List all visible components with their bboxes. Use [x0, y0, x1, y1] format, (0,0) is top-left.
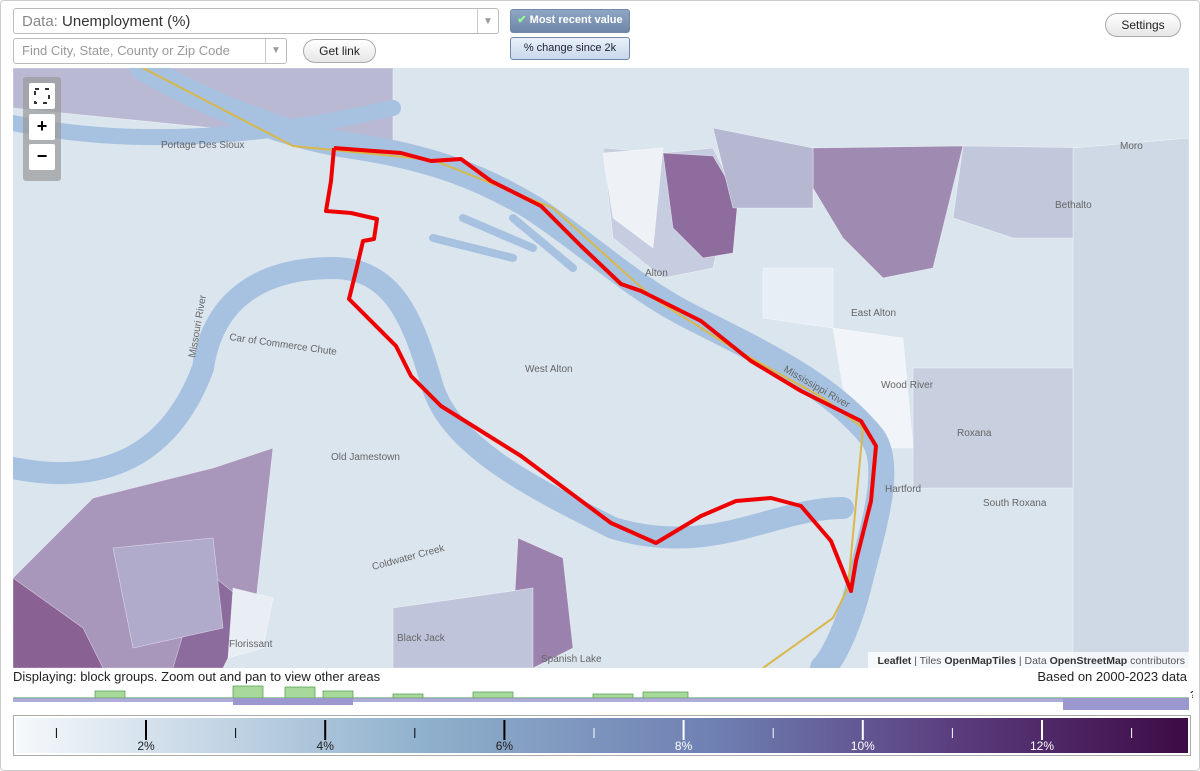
- mode-active-label: Most recent value: [529, 14, 623, 26]
- attr-text: Tiles: [920, 655, 942, 667]
- data-value: Unemployment (%): [62, 13, 191, 30]
- zoom-out-label: −: [37, 146, 48, 166]
- place-label: Wood River: [881, 380, 934, 391]
- settings-button[interactable]: Settings: [1105, 13, 1181, 37]
- attr-link[interactable]: Leaflet: [877, 655, 911, 667]
- help-icon[interactable]: ?: [1190, 690, 1193, 701]
- legend-label: 2%: [137, 739, 155, 753]
- check-icon: ✔: [517, 14, 527, 26]
- data-label: Data:: [22, 13, 58, 30]
- zoom-out-button[interactable]: [29, 144, 55, 170]
- legend-label: 4%: [317, 739, 335, 753]
- legend: 2% 4% 6% 8% 10% 12%: [13, 715, 1191, 756]
- block-groups: [13, 68, 1189, 668]
- place-label: Roxana: [957, 428, 992, 439]
- place-label: South Roxana: [983, 498, 1047, 509]
- search-placeholder: Find City, State, County or Zip Code: [22, 43, 230, 58]
- place-label: West Alton: [525, 364, 573, 375]
- place-label: Old Jamestown: [331, 452, 400, 463]
- legend-label: 8%: [675, 739, 693, 753]
- place-label: Spanish Lake: [541, 654, 602, 665]
- map: Portage Des Sioux Alton Moro Bethalto Ea…: [13, 68, 1189, 668]
- place-label: East Alton: [851, 308, 896, 319]
- dropdown-arrow: ▼: [477, 9, 498, 33]
- attribution-bg: [868, 652, 1189, 668]
- legend-label: 12%: [1030, 739, 1054, 753]
- place-label: Portage Des Sioux: [161, 140, 244, 151]
- get-link-button[interactable]: Get link: [303, 39, 376, 63]
- attr-text: Data: [1025, 655, 1047, 667]
- status-text: Displaying: block groups. Zoom out and p…: [13, 669, 381, 684]
- mode-button-active[interactable]: ✔ Most recent value: [510, 9, 630, 33]
- place-label: Alton: [645, 268, 668, 279]
- mode-button[interactable]: % change since 2k: [510, 37, 630, 60]
- dropdown-arrow: ▼: [265, 39, 286, 63]
- legend-scale: 2% 4% 6% 8% 10% 12%: [16, 718, 1188, 753]
- zoom-in-button[interactable]: [29, 114, 55, 140]
- legend-label: 10%: [851, 739, 875, 753]
- attr-link[interactable]: OpenStreetMap: [1050, 655, 1128, 667]
- place-label: Florissant: [229, 639, 273, 650]
- attribution: Leaflet | Tiles OpenMapTiles | Data Open…: [877, 655, 1185, 667]
- attr-link[interactable]: OpenMapTiles: [944, 655, 1016, 667]
- histogram: ?: [13, 685, 1193, 710]
- data-dropdown[interactable]: Data: Unemployment (%) ▼: [13, 8, 499, 34]
- data-range: Based on 2000-2023 data: [1037, 669, 1187, 684]
- place-label: Bethalto: [1055, 200, 1092, 211]
- zoom-in-label: +: [37, 116, 48, 136]
- selected-boundary: [324, 146, 878, 593]
- fullscreen-button[interactable]: [29, 83, 55, 109]
- search-input[interactable]: Find City, State, County or Zip Code ▼: [13, 38, 287, 64]
- legend-gradient: [16, 718, 1188, 753]
- legend-label: 6%: [496, 739, 514, 753]
- fullscreen-icon: [34, 88, 50, 104]
- place-label: Hartford: [885, 484, 921, 495]
- place-label: Moro: [1120, 141, 1143, 152]
- zoom-control: + −: [23, 77, 61, 181]
- attr-text: contributors: [1130, 655, 1185, 667]
- place-label: Black Jack: [397, 633, 446, 644]
